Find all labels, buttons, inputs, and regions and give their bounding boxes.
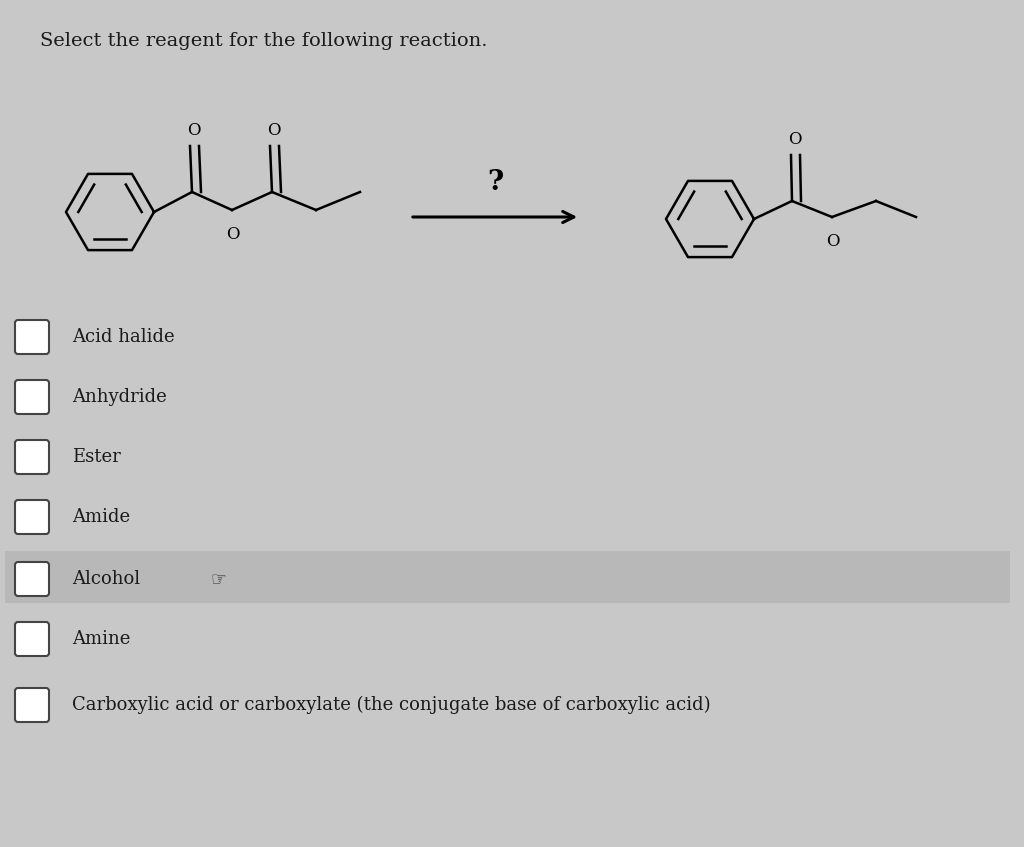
Text: Alcohol: Alcohol xyxy=(72,570,140,588)
FancyBboxPatch shape xyxy=(15,380,49,414)
Text: O: O xyxy=(826,233,840,250)
Text: ☞: ☞ xyxy=(210,570,226,588)
Text: O: O xyxy=(788,131,802,148)
FancyBboxPatch shape xyxy=(15,500,49,534)
Text: ?: ? xyxy=(486,169,503,196)
FancyBboxPatch shape xyxy=(15,622,49,656)
Text: Ester: Ester xyxy=(72,448,121,466)
FancyBboxPatch shape xyxy=(15,440,49,474)
Text: Amide: Amide xyxy=(72,508,130,526)
Text: O: O xyxy=(267,122,281,139)
Bar xyxy=(5,551,1010,603)
Text: Amine: Amine xyxy=(72,630,130,648)
FancyBboxPatch shape xyxy=(15,562,49,596)
Text: Select the reagent for the following reaction.: Select the reagent for the following rea… xyxy=(40,32,487,50)
Text: O: O xyxy=(187,122,201,139)
Text: O: O xyxy=(226,226,240,243)
FancyBboxPatch shape xyxy=(15,688,49,722)
Text: Acid halide: Acid halide xyxy=(72,328,175,346)
Text: Anhydride: Anhydride xyxy=(72,388,167,406)
FancyBboxPatch shape xyxy=(15,320,49,354)
Text: Carboxylic acid or carboxylate (the conjugate base of carboxylic acid): Carboxylic acid or carboxylate (the conj… xyxy=(72,696,711,714)
